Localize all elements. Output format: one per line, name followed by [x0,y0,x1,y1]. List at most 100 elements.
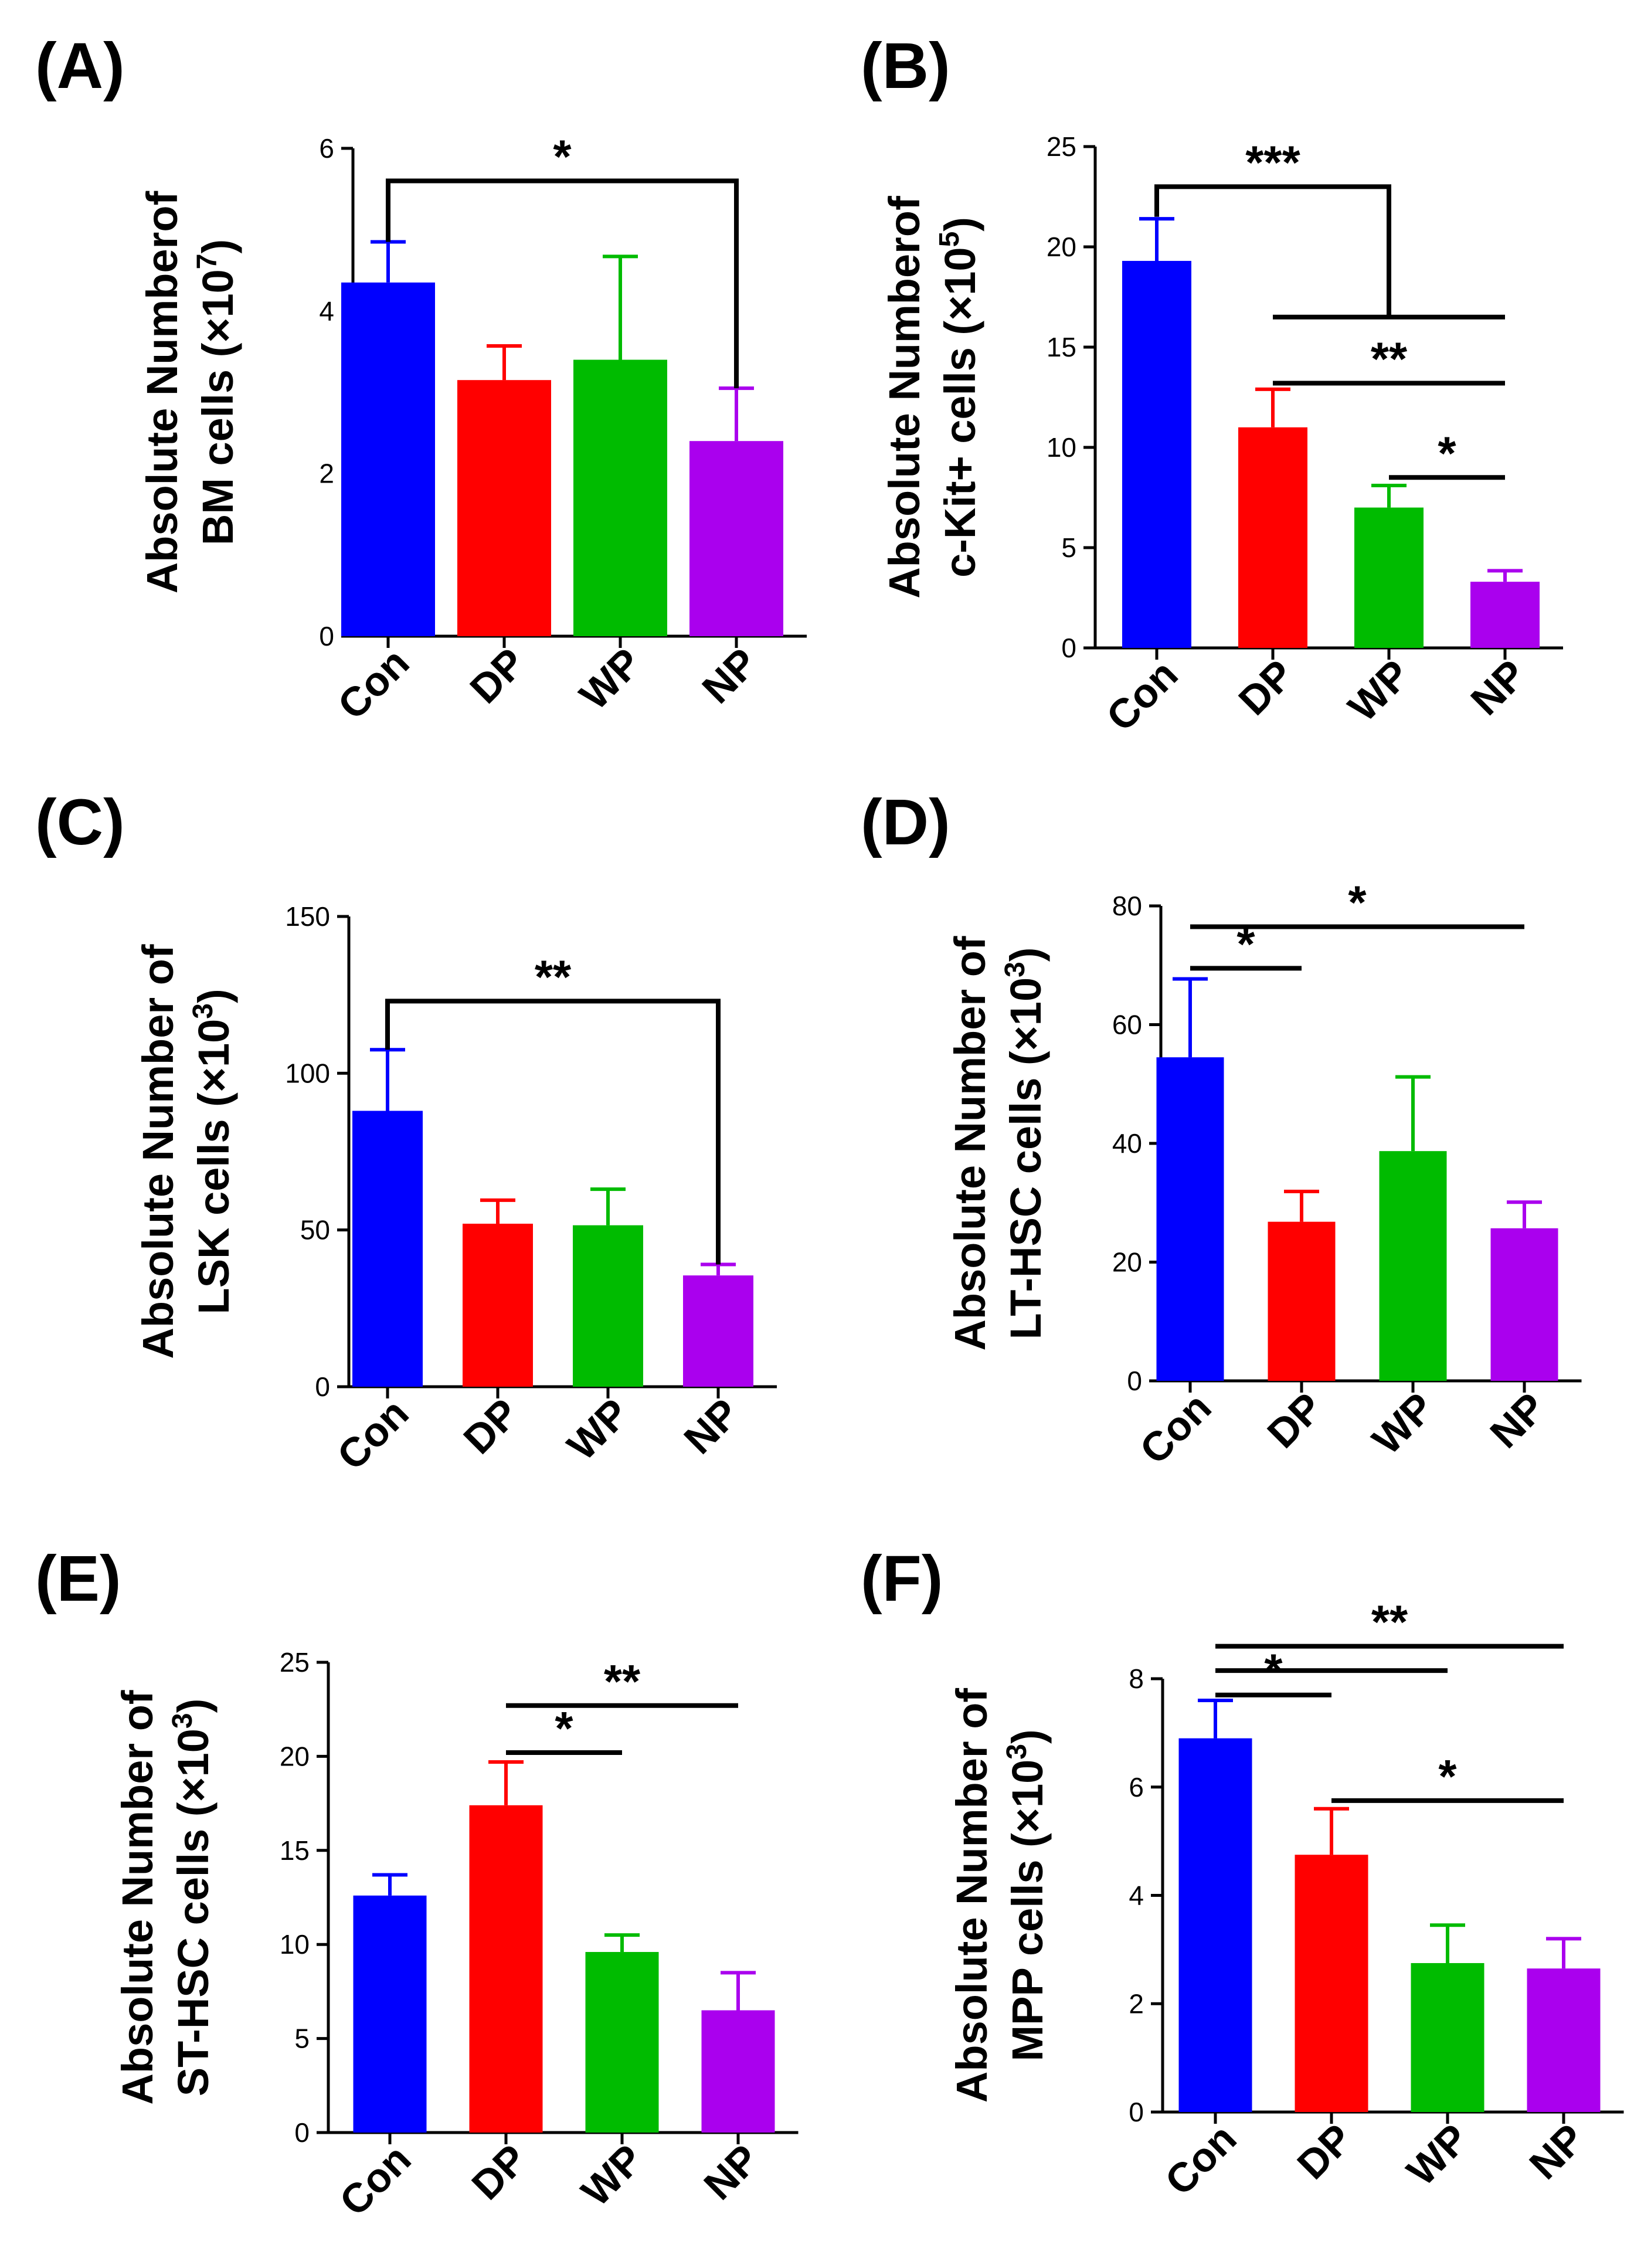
y-axis-title-exponent: 5 [934,232,965,247]
y-axis-title-exponent: 3 [1000,962,1031,977]
y-tick-label: 40 [1112,1128,1142,1159]
category-label-np: NP [1521,2115,1594,2188]
y-axis-title-line2: LT-HSC cells (×103) [1000,948,1050,1340]
significance-marker: * [1438,1750,1457,1802]
y-axis-title-text: ST-HSC cells (×10 [169,1729,218,2096]
category-label-con: Con [1131,1384,1219,1472]
panel-a: (A) Absolute Numberof BM cells (×107) 0 2 4 6 C… [35,30,807,728]
bar-np [683,1275,753,1387]
y-tick-label: 60 [1112,1010,1142,1040]
y-axis-title-exponent: 3 [1001,1744,1032,1760]
bar-dp [463,1223,533,1387]
significance-marker: * [1264,1645,1283,1697]
y-axis-title-close: ) [193,239,242,254]
significance-marker: * [1348,876,1367,928]
bar-wp [1354,507,1424,648]
significance-marker: * [553,130,572,182]
bar-np [689,441,783,636]
category-label-wp: WP [1364,1384,1443,1463]
panel-f: (F) Absolute Number of MPP cells (×103) 0 2 4… [861,1543,1624,2204]
y-tick-label: 0 [1127,1366,1142,1396]
y-tick-label: 5 [1061,532,1076,563]
y-axis-title-close: ) [189,989,238,1003]
bar-dp [457,380,551,636]
bar-wp [573,1225,643,1387]
y-axis-title-exponent: 7 [192,253,223,269]
category-label-con: Con [1098,651,1186,739]
y-tick-label: 10 [1047,432,1076,463]
y-axis-title-text: c-Kit+ cells (×10 [936,247,984,578]
y-axis-title-line1: Absolute Number of [113,1690,162,2104]
panel-label: (A) [35,30,125,102]
significance-marker: * [1236,918,1255,970]
bar-con [1178,1738,1252,2112]
y-axis-title-exponent: 3 [188,1003,219,1019]
y-axis-title-text: MPP cells (×10 [1003,1760,1052,2062]
y-axis-title-line1: Absolute Numberof [880,196,929,599]
panel-b: (B)Absolute Numberof c-Kit+ cells (×105)0… [861,30,1563,740]
category-label-con: Con [329,639,417,728]
bar-con [1122,260,1191,648]
y-axis-title-exponent: 3 [167,1713,198,1729]
bar-np [1490,1228,1558,1381]
bar-dp [1238,427,1307,648]
category-label-dp: DP [461,639,534,712]
y-tick-label: 20 [1112,1247,1142,1278]
y-axis-title-close: ) [936,217,984,232]
bar-con [341,282,435,636]
y-axis-title-line1: Absolute Number of [134,944,182,1359]
significance-marker: ** [604,1655,641,1707]
category-label-dp: DP [1230,651,1303,724]
y-axis-title-text: BM cells (×10 [193,269,242,545]
category-label-con: Con [1156,2115,1245,2204]
bar-wp [1379,1151,1447,1381]
y-tick-label: 100 [285,1058,330,1088]
category-label-np: NP [1482,1384,1554,1456]
y-axis-title-line2: MPP cells (×103) [1001,1729,1052,2061]
bar-np [1470,582,1540,648]
bar-np [701,2010,775,2133]
y-axis-title-line1: Absolute Number of [947,1688,996,2103]
y-axis-title-line2: BM cells (×107) [192,239,242,545]
panel-label: (C) [35,786,125,858]
bar-con [353,1895,427,2133]
bar-dp [469,1805,543,2133]
y-tick-label: 50 [300,1215,330,1245]
y-tick-label: 5 [294,2023,310,2054]
category-label-np: NP [694,639,766,712]
y-tick-label: 0 [294,2117,310,2148]
bar-wp [1411,1963,1484,2112]
y-axis-title-close: ) [1003,1729,1052,1744]
significance-marker: ** [535,950,572,1003]
y-axis-title-text: LT-HSC cells (×10 [1001,977,1050,1340]
y-tick-label: 6 [319,133,334,164]
y-tick-label: 0 [1061,633,1076,663]
bar-wp [573,359,667,636]
y-tick-label: 25 [280,1647,310,1678]
y-axis-title-line1: Absolute Numberof [138,191,186,593]
panel-label: (F) [861,1543,943,1615]
category-label-wp: WP [573,2135,652,2215]
y-tick-label: 25 [1047,131,1076,162]
y-tick-label: 0 [319,621,334,651]
panel-label: (E) [35,1543,121,1615]
y-tick-label: 15 [280,1835,310,1866]
y-tick-label: 8 [1129,1663,1144,1694]
y-tick-label: 20 [280,1741,310,1771]
panel-e: (E) Absolute Number of ST-HSC cells (×103)… [35,1543,799,2225]
bar-wp [585,1952,659,2133]
category-label-dp: DP [1259,1384,1331,1456]
y-tick-label: 2 [1129,1988,1144,2019]
bar-dp [1295,1855,1368,2112]
panel-label: (D) [861,786,950,858]
category-label-wp: WP [559,1390,638,1469]
category-label-dp: DP [463,2135,536,2208]
bar-con [352,1111,423,1387]
y-tick-label: 4 [1129,1880,1144,1911]
category-label-np: NP [695,2135,768,2208]
panel-d: (D) Absolute Number of LT-HSC cells (×103)… [861,786,1582,1473]
category-label-con: Con [331,2135,419,2224]
significance-marker: *** [1245,136,1300,188]
y-tick-label: 4 [319,296,334,326]
category-label-np: NP [1462,651,1535,724]
